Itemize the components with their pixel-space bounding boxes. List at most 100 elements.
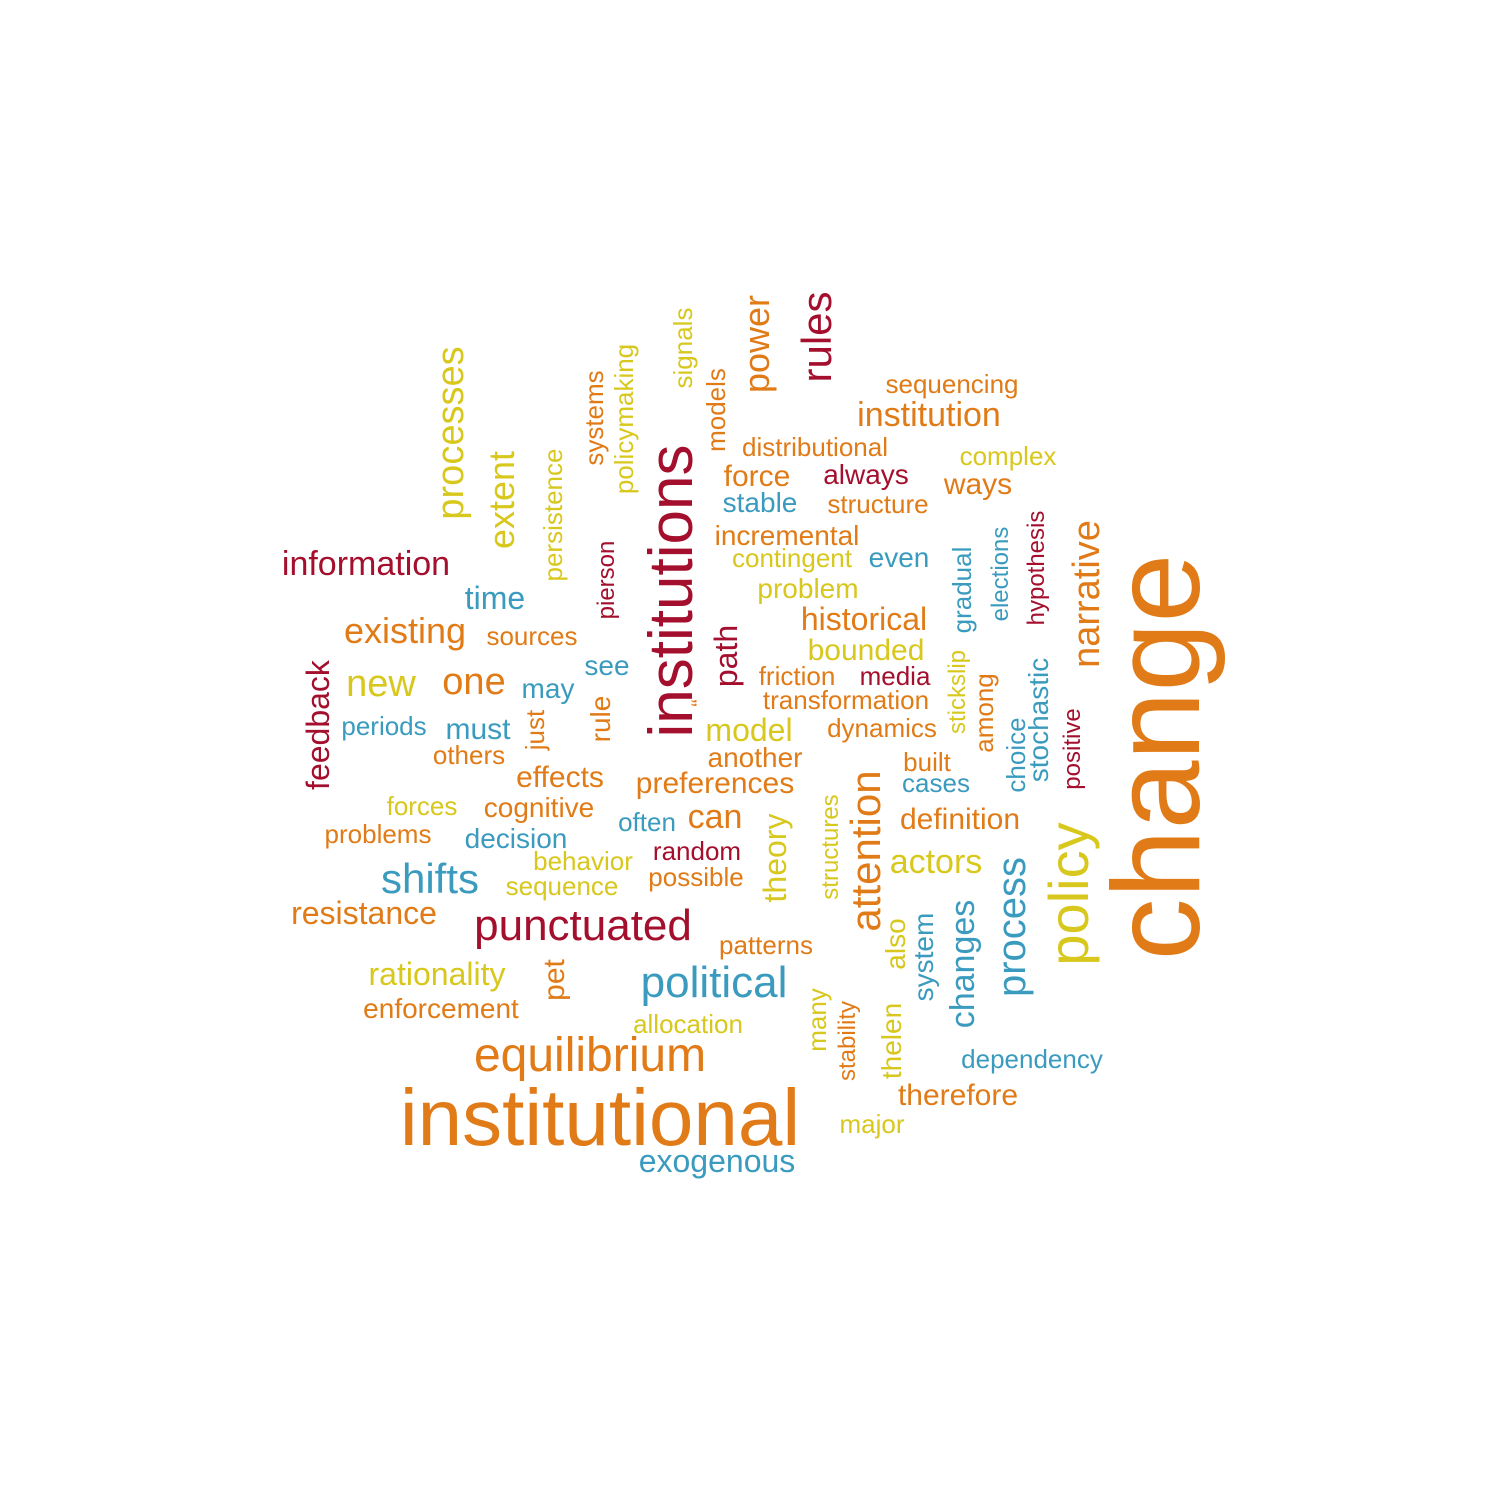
word-one: one (442, 661, 506, 703)
word-cognitive: cognitive (483, 792, 595, 823)
word-information: information (281, 545, 451, 583)
word-stable: stable (722, 487, 798, 518)
word-elections: elections (987, 526, 1014, 622)
word-new: new (346, 663, 416, 705)
word-effects: effects (516, 761, 604, 794)
word-decision: decision (464, 823, 568, 854)
word-also: also (880, 918, 911, 970)
word-policy: policy (1037, 822, 1100, 966)
word-allocation: allocation (633, 1009, 743, 1039)
word-contingent: contingent (732, 543, 852, 573)
word-even: even (868, 542, 930, 573)
word-can: can (687, 798, 743, 836)
word-among: among (969, 673, 999, 753)
word-possible: possible (648, 862, 744, 892)
word-changes: changes (944, 899, 982, 1029)
word-therefore: therefore (897, 1079, 1019, 1112)
word-choice: choice (1001, 717, 1031, 793)
word-model: model (705, 712, 793, 748)
word-patterns: patterns (719, 930, 813, 960)
word-sequencing: sequencing (885, 369, 1019, 399)
word-political: political (640, 958, 788, 1007)
word-power: power (736, 294, 777, 394)
word-preferences: preferences (635, 767, 795, 800)
word-thelen: thelen (876, 1002, 907, 1080)
word-incremental: incremental (714, 520, 860, 551)
word-narrative: narrative (1066, 520, 1108, 668)
word-may: may (521, 673, 575, 704)
word-resistance: resistance (291, 895, 437, 931)
word-time: time (464, 580, 526, 616)
word-historical: historical (800, 601, 928, 637)
word-models: models (701, 368, 731, 452)
word-bounded: bounded (807, 634, 925, 667)
word-system: system (908, 912, 939, 1002)
word-theory: theory (757, 813, 793, 903)
word-problem: problem (757, 573, 859, 604)
word-forces: forces (386, 791, 458, 821)
word-periods: periods (341, 711, 427, 741)
word-punctuated: punctuated (474, 901, 692, 950)
word-transformation: transformation (762, 685, 930, 715)
word-ways: ways (943, 468, 1013, 501)
word-built: built (903, 747, 951, 777)
word-others: others (432, 740, 506, 770)
word-rationality: rationality (368, 956, 506, 992)
word-change: change (1088, 553, 1226, 961)
word-rule: rule (585, 695, 616, 743)
word-pet: pet (538, 959, 571, 1001)
word-institutional: institutional (399, 1073, 801, 1162)
word-see: see (584, 650, 630, 681)
word-cases: cases (902, 768, 970, 798)
word-existing: existing (343, 610, 467, 651)
word-processes: processes (430, 346, 472, 520)
word-often: often (618, 807, 676, 837)
word-equilibrium: equilibrium (473, 1029, 707, 1082)
word-friction: friction (758, 661, 836, 691)
word-policymaking: policymaking (609, 343, 639, 495)
word-positive: positive (1059, 708, 1086, 790)
word-just: just (520, 709, 550, 751)
word-behavior: behavior (533, 846, 633, 876)
word-sources: sources (486, 621, 578, 651)
word-institutions: institutions (637, 444, 706, 738)
word-structure: structure (827, 489, 929, 519)
word-path: path (708, 624, 744, 688)
word-dynamics: dynamics (827, 713, 937, 743)
word-force: force (723, 460, 791, 493)
word-distributional: distributional (742, 432, 888, 462)
word-pierson: pierson (593, 540, 620, 620)
word-gradual: gradual (947, 546, 977, 634)
word-stickslip: stickslip (944, 649, 971, 735)
word-rules: rules (793, 291, 840, 383)
word-attention: attention (842, 770, 889, 932)
word-must: must (445, 713, 511, 746)
word-random: random (652, 836, 742, 866)
word-dependency: dependency (961, 1044, 1103, 1074)
word-feedback: feedback (300, 660, 336, 790)
word-hypothesis: hypothesis (1023, 510, 1050, 626)
word-many: many (802, 988, 832, 1052)
word-institution: institution (857, 396, 1001, 434)
word-always: always (823, 459, 909, 490)
word-structures: structures (817, 794, 844, 900)
word-extent: extent (481, 450, 522, 550)
word-shifts: shifts (380, 855, 480, 902)
word-enforcement: enforcement (363, 993, 519, 1024)
word-actors: actors (889, 843, 983, 881)
word-quote-mark: “ (687, 699, 712, 707)
word-definition: definition (899, 803, 1021, 836)
word-persistence: persistence (538, 448, 568, 582)
word-exogenous: exogenous (638, 1143, 796, 1179)
word-major: major (839, 1109, 905, 1139)
word-signals: signals (668, 307, 698, 389)
word-another: another (707, 742, 803, 773)
word-complex: complex (959, 441, 1057, 471)
word-sequence: sequence (505, 871, 619, 901)
word-systems: systems (579, 370, 609, 466)
word-process: process (990, 856, 1034, 998)
word-stability: stability (834, 1000, 861, 1082)
word-media: media (859, 661, 931, 691)
word-problems: problems (324, 819, 432, 849)
